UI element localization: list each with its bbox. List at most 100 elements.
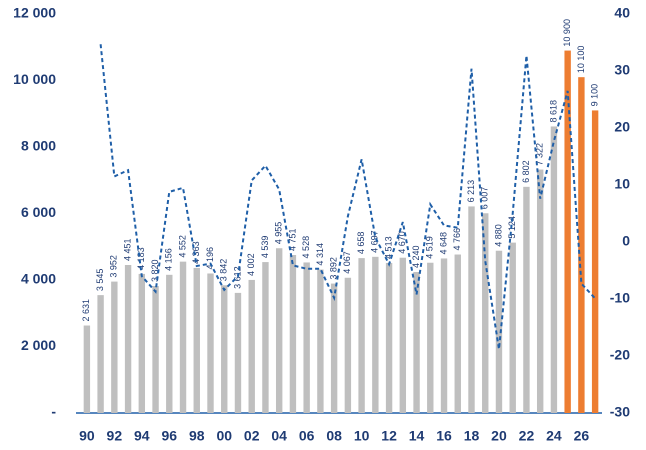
value-label: 4 552	[177, 235, 187, 258]
value-label: 10 900	[562, 19, 572, 47]
y2-tick-label: -20	[610, 347, 630, 363]
bar	[152, 285, 159, 413]
value-label: 3 545	[95, 269, 105, 292]
y2-tick-label: -30	[610, 404, 630, 420]
bar	[440, 258, 448, 413]
bar	[536, 169, 544, 413]
value-label: 3 612	[232, 266, 242, 289]
y-tick-label: 12 000	[13, 5, 56, 21]
x-tick-label: 96	[162, 428, 178, 444]
x-tick-label: 26	[574, 428, 590, 444]
value-label: 4 648	[438, 232, 448, 255]
x-tick-label: 92	[107, 428, 123, 444]
x-tick-label: 08	[326, 428, 342, 444]
y-tick-label: -	[51, 404, 56, 420]
bar	[179, 261, 187, 413]
value-label: 4 766	[452, 228, 462, 251]
bar	[591, 110, 599, 414]
bar	[289, 255, 297, 413]
bar	[138, 273, 146, 413]
bar	[399, 257, 407, 413]
value-label: 2 631	[81, 299, 91, 322]
y2-tick-label: 20	[614, 119, 630, 135]
value-label: 8 618	[548, 100, 558, 123]
x-tick-label: 22	[519, 428, 535, 444]
value-label: 4 183	[136, 247, 146, 270]
y-tick-label: 10 000	[13, 71, 56, 87]
value-label: 4 240	[411, 245, 421, 268]
bar	[97, 295, 104, 413]
value-label: 6 802	[521, 160, 531, 183]
x-tick-label: 18	[464, 428, 480, 444]
value-label: 4 697	[370, 230, 380, 253]
bar	[385, 262, 393, 413]
bar	[509, 242, 516, 413]
bar	[193, 267, 200, 413]
bar	[111, 281, 118, 413]
bar	[523, 186, 530, 413]
value-label: 4 751	[287, 228, 297, 251]
bar	[275, 248, 283, 413]
bar	[262, 262, 269, 413]
x-tick-label: 10	[354, 428, 370, 444]
value-label: 4 528	[301, 236, 311, 259]
value-label: 4 156	[164, 248, 174, 271]
bar	[83, 325, 91, 413]
bar	[317, 269, 324, 413]
bar	[578, 77, 585, 414]
bar	[413, 272, 420, 413]
bar	[207, 273, 214, 413]
value-label: 4 658	[356, 232, 366, 255]
value-label: 3 892	[329, 257, 339, 280]
bar	[550, 126, 558, 413]
x-tick-label: 02	[244, 428, 260, 444]
value-label: 10 100	[576, 46, 586, 74]
y-tick-label: 6 000	[21, 204, 56, 220]
line	[99, 44, 596, 350]
y-tick-label: 4 000	[21, 271, 56, 287]
value-label: 3 952	[109, 255, 119, 278]
x-tick-label: 16	[436, 428, 452, 444]
bar	[482, 213, 489, 413]
value-label: 3 820	[150, 259, 160, 282]
bar	[427, 262, 434, 413]
x-tick-label: 24	[546, 428, 562, 444]
value-label: 6 007	[480, 187, 490, 210]
bar	[564, 50, 571, 413]
value-label: 4 196	[205, 247, 215, 270]
bar	[166, 274, 173, 413]
bar	[468, 206, 475, 413]
value-label: 4 670	[397, 231, 407, 254]
y2-tick-label: 10	[614, 176, 630, 192]
value-label: 4 451	[122, 238, 132, 261]
bar	[358, 258, 365, 413]
value-label: 4 002	[246, 253, 256, 276]
value-label: 4 955	[274, 222, 284, 245]
value-label: 9 100	[590, 84, 600, 107]
value-label: 4 067	[342, 251, 352, 274]
y2-tick-label: 30	[614, 62, 630, 78]
value-label: 4 539	[260, 236, 270, 259]
bar	[344, 277, 352, 413]
x-tick-label: 04	[271, 428, 287, 444]
y2-tick-label: 0	[622, 233, 630, 249]
x-tick-label: 90	[79, 428, 95, 444]
bar	[330, 283, 338, 413]
y2-tick-label: 40	[614, 5, 630, 21]
x-tick-label: 14	[409, 428, 425, 444]
bar	[221, 285, 228, 413]
x-tick-label: 20	[491, 428, 507, 444]
value-label: 4 314	[315, 243, 325, 266]
x-tick-label: 94	[134, 428, 150, 444]
bar	[124, 265, 132, 413]
value-label: 4 519	[425, 236, 435, 259]
value-label: 4 880	[493, 224, 503, 247]
value-label: 3 842	[219, 259, 229, 282]
value-label: 4 363	[191, 241, 201, 264]
y2-tick-label: -10	[610, 290, 630, 306]
value-label: 7 322	[535, 143, 545, 166]
bar	[234, 292, 242, 413]
value-label: 6 213	[466, 180, 476, 203]
value-label: 4 513	[383, 236, 393, 259]
